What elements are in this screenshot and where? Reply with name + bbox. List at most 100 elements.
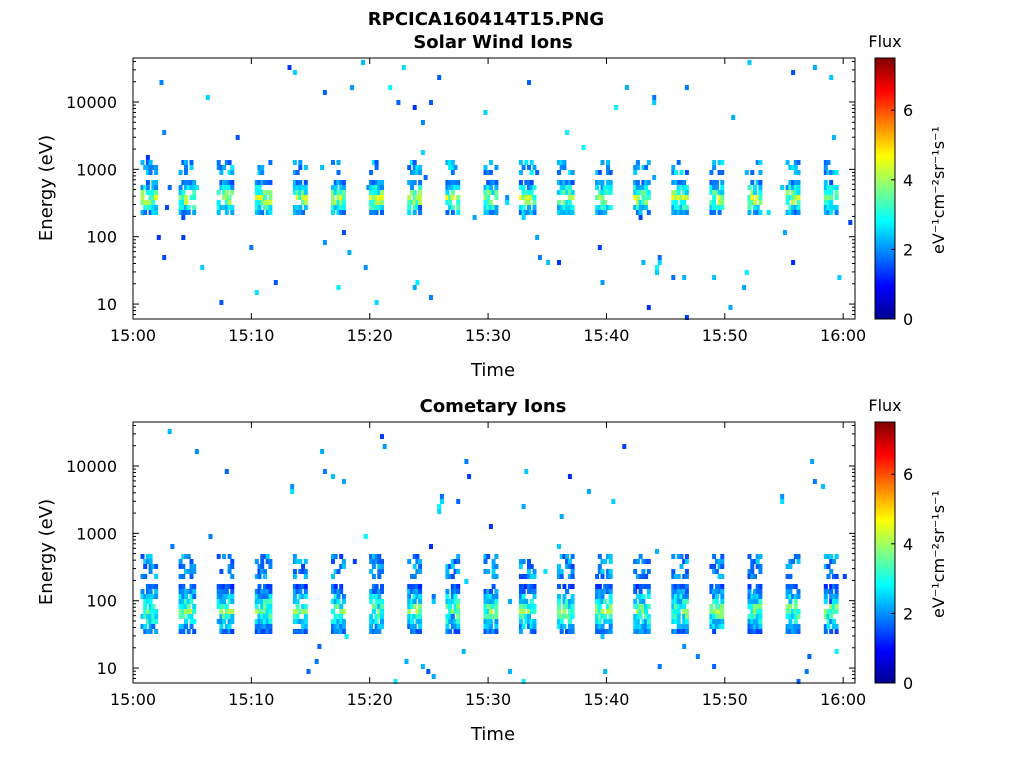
heatmap-cell xyxy=(600,210,605,215)
heatmap-cell xyxy=(333,185,338,190)
heatmap-cell xyxy=(254,624,259,629)
heatmap-cell xyxy=(524,180,529,185)
heatmap-cell xyxy=(524,574,529,579)
heatmap-cell xyxy=(679,554,684,559)
heatmap-cell xyxy=(336,210,341,215)
heatmap-cell xyxy=(823,584,828,589)
heatmap-cell xyxy=(145,599,150,604)
heatmap-cell xyxy=(456,629,461,634)
heatmap-cell xyxy=(192,629,197,634)
heatmap-cell xyxy=(595,619,600,624)
heatmap-cell xyxy=(785,210,790,215)
heatmap-cell xyxy=(450,589,455,594)
heatmap-cell xyxy=(456,604,461,609)
heatmap-cell xyxy=(254,185,259,190)
heatmap-cell xyxy=(186,609,191,614)
heatmap-cell xyxy=(712,190,717,195)
heatmap-cell xyxy=(257,574,262,579)
heatmap-cell xyxy=(181,599,186,604)
heatmap-cell xyxy=(445,594,450,599)
heatmap-cell xyxy=(341,599,346,604)
heatmap-cell xyxy=(712,200,717,205)
heatmap-cell xyxy=(655,549,659,554)
heatmap-cell xyxy=(216,589,221,594)
heatmap-cell xyxy=(491,559,496,564)
heatmap-cell xyxy=(831,170,836,175)
heatmap-cell xyxy=(410,584,414,589)
colorbar-tick-label: 0 xyxy=(903,310,913,329)
heatmap-cell xyxy=(633,559,638,564)
heatmap-cell xyxy=(145,185,150,190)
heatmap-cell xyxy=(595,170,600,175)
heatmap-cell xyxy=(674,584,678,589)
heatmap-cell xyxy=(292,599,297,604)
heatmap-cell xyxy=(557,569,561,574)
heatmap-cell xyxy=(189,564,194,569)
heatmap-cell xyxy=(557,599,561,604)
heatmap-cell xyxy=(336,629,341,634)
heatmap-cell xyxy=(268,594,273,599)
heatmap-cell xyxy=(527,609,531,614)
heatmap-cell xyxy=(788,614,793,619)
heatmap-cell xyxy=(505,195,510,200)
heatmap-cell xyxy=(747,569,752,574)
heatmap-cell xyxy=(222,180,227,185)
heatmap-cell xyxy=(709,180,714,185)
heatmap-cell xyxy=(720,554,725,559)
heatmap-cell xyxy=(753,604,757,609)
heatmap-cell xyxy=(448,564,453,569)
heatmap-cell xyxy=(532,165,537,170)
heatmap-cell xyxy=(570,594,575,599)
heatmap-cell xyxy=(374,559,379,564)
heatmap-cell xyxy=(257,624,262,629)
heatmap-cell xyxy=(521,165,526,170)
heatmap-cell xyxy=(567,210,572,215)
heatmap-cell xyxy=(646,584,651,589)
heatmap-cell xyxy=(148,210,153,215)
heatmap-cell xyxy=(562,160,567,165)
heatmap-cell xyxy=(412,564,417,569)
heatmap-cell xyxy=(437,509,442,514)
heatmap-cell xyxy=(494,594,499,599)
heatmap-cell xyxy=(227,619,232,624)
heatmap-cell xyxy=(521,604,526,609)
heatmap-cell xyxy=(219,205,224,210)
heatmap-cell xyxy=(224,614,229,619)
heatmap-cell xyxy=(456,569,461,574)
heatmap-cell xyxy=(254,205,259,210)
heatmap-cell xyxy=(753,629,757,634)
heatmap-cell xyxy=(448,195,453,200)
heatmap-cell xyxy=(143,609,148,614)
heatmap-cell xyxy=(336,195,341,200)
heatmap-cell xyxy=(638,614,643,619)
heatmap-cell xyxy=(518,559,523,564)
heatmap-cell xyxy=(407,180,412,185)
heatmap-cell xyxy=(219,300,224,305)
heatmap-cell xyxy=(671,604,676,609)
heatmap-cell xyxy=(154,609,159,614)
heatmap-cell xyxy=(445,604,450,609)
heatmap-cell xyxy=(464,459,469,464)
heatmap-cell xyxy=(557,614,561,619)
heatmap-cell xyxy=(339,180,344,185)
heatmap-cell xyxy=(671,165,676,170)
heatmap-cell xyxy=(374,185,379,190)
heatmap-cell xyxy=(192,564,197,569)
heatmap-cell xyxy=(331,629,335,634)
heatmap-cell xyxy=(298,160,303,165)
heatmap-cell xyxy=(834,629,839,634)
heatmap-cell xyxy=(570,210,575,215)
heatmap-cell xyxy=(154,594,159,599)
heatmap-cell xyxy=(230,599,235,604)
axes: 15:00 15:10 15:20 15:30 15:40 15:50 16:0010100… xyxy=(66,422,866,709)
heatmap-cell xyxy=(758,609,763,614)
heatmap-cell xyxy=(714,205,719,210)
heatmap-cell xyxy=(644,604,649,609)
heatmap-cell xyxy=(412,180,417,185)
heatmap-cell xyxy=(268,160,273,165)
heatmap-cell xyxy=(336,190,341,195)
heatmap-cell xyxy=(796,210,801,215)
heatmap-cell xyxy=(791,190,796,195)
heatmap-cell xyxy=(301,609,306,614)
heatmap-cell xyxy=(412,170,417,175)
